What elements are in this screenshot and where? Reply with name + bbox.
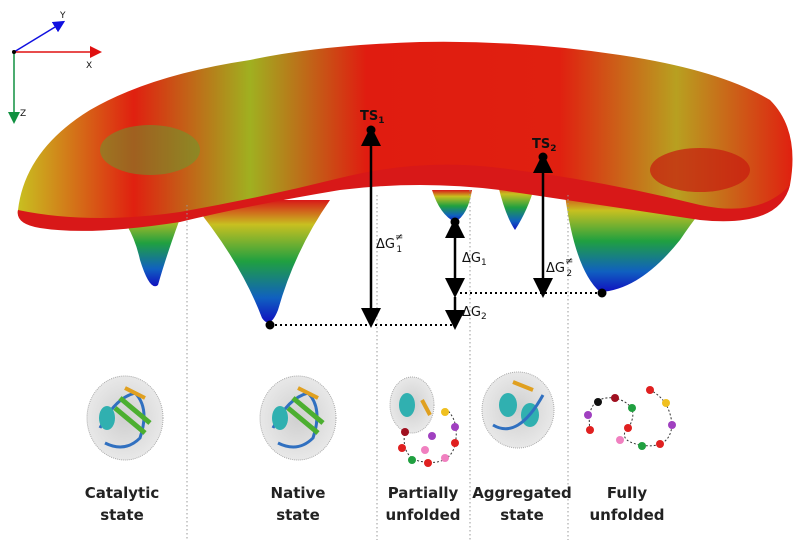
state-label: Native [271, 484, 326, 502]
state-label: state [500, 506, 544, 524]
state-label: state [100, 506, 144, 524]
axes-icon: Y X Z [8, 11, 102, 124]
dg-label: ΔG≠ 1 [376, 232, 403, 255]
state-label: Partially [388, 484, 459, 502]
energy-arrows [265, 125, 607, 330]
ts-label: TS2 [532, 137, 557, 154]
state-label: Aggregated [472, 484, 572, 502]
state-labels: Catalytic state Native state Partially unfold… [85, 484, 665, 524]
protein-icons [86, 371, 676, 467]
axis-label: Z [20, 109, 26, 119]
state-label: state [276, 506, 320, 524]
annotations: TS1 TS2 ΔG≠ 1 ΔG≠ 2 ΔG1 ΔG2 [360, 109, 573, 322]
dg-label: ΔG1 [462, 251, 487, 268]
ts-label: TS1 [360, 109, 385, 126]
dg-label: ΔG≠ 2 [546, 256, 573, 279]
axis-label: X [86, 61, 92, 71]
state-label: unfolded [386, 506, 461, 524]
state-label: Fully [607, 484, 647, 502]
axis-label: Y [59, 11, 66, 21]
dg-label: ΔG2 [462, 305, 487, 322]
state-label: Catalytic [85, 484, 160, 502]
state-label: unfolded [590, 506, 665, 524]
energy-surface [17, 41, 793, 231]
